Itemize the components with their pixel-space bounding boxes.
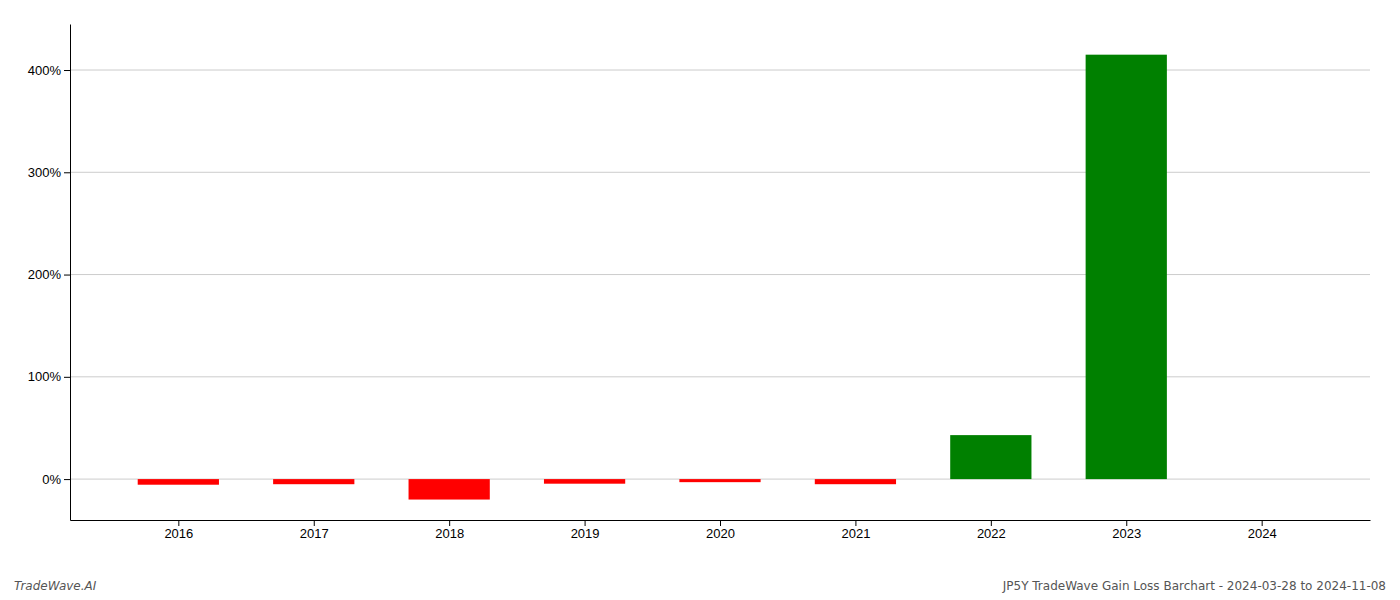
bar (950, 435, 1031, 479)
x-tick-mark (314, 520, 315, 526)
bar (273, 479, 354, 484)
x-tick: 2017 (300, 520, 329, 541)
x-tick-mark (178, 520, 179, 526)
y-tick-label: 400% (28, 63, 62, 78)
y-axis: 0% 100% 200% 300% 400% (28, 25, 71, 521)
y-tick: 100% (28, 369, 70, 384)
bar (409, 479, 490, 499)
grid-line (70, 172, 1370, 173)
x-tick-label: 2024 (1248, 526, 1277, 541)
y-tick-mark (64, 377, 70, 378)
y-tick-label: 300% (28, 165, 62, 180)
x-tick-label: 2021 (841, 526, 870, 541)
x-tick-mark (855, 520, 856, 526)
y-tick-label: 200% (28, 267, 62, 282)
x-tick: 2016 (164, 520, 193, 541)
x-tick: 2021 (841, 520, 870, 541)
x-tick: 2020 (706, 520, 735, 541)
bar (138, 479, 219, 485)
y-tick: 200% (28, 267, 70, 282)
x-axis: 2016 2017 2018 2019 2020 2021 2022 2023 2024 (71, 520, 1371, 541)
x-tick-label: 2019 (571, 526, 600, 541)
x-tick: 2019 (571, 520, 600, 541)
x-tick-label: 2016 (164, 526, 193, 541)
x-tick-mark (585, 520, 586, 526)
x-tick: 2023 (1112, 520, 1141, 541)
y-tick-mark (64, 172, 70, 173)
x-tick-label: 2017 (300, 526, 329, 541)
chart-svg: 2016 2017 2018 2019 2020 2021 2022 2023 2024 0% 10… (0, 0, 1400, 600)
x-tick-mark (1262, 520, 1263, 526)
footer-right: JP5Y TradeWave Gain Loss Barchart - 2024… (1002, 579, 1386, 593)
bar (544, 479, 625, 484)
bars (138, 55, 1167, 500)
grid-line (70, 274, 1370, 275)
x-tick: 2018 (435, 520, 464, 541)
bar (679, 479, 760, 482)
x-tick-label: 2018 (435, 526, 464, 541)
y-tick-mark (64, 70, 70, 71)
x-tick: 2022 (977, 520, 1006, 541)
bar (815, 479, 896, 484)
x-tick-label: 2022 (977, 526, 1006, 541)
y-tick: 300% (28, 165, 70, 180)
bar (1221, 479, 1302, 480)
y-tick-mark (64, 479, 70, 480)
grid-line (70, 70, 1370, 71)
x-tick: 2024 (1248, 520, 1277, 541)
y-axis-line (70, 25, 71, 521)
bar (1086, 55, 1167, 479)
footer-left: TradeWave.AI (14, 579, 97, 593)
y-tick: 0% (42, 472, 70, 487)
y-tick: 400% (28, 63, 70, 78)
grid-line (70, 376, 1370, 377)
x-tick-mark (991, 520, 992, 526)
x-tick-label: 2023 (1112, 526, 1141, 541)
x-tick-mark (1126, 520, 1127, 526)
y-tick-label: 100% (28, 369, 62, 384)
y-tick-label: 0% (42, 472, 61, 487)
x-tick-mark (449, 520, 450, 526)
x-tick-label: 2020 (706, 526, 735, 541)
grid (70, 70, 1370, 479)
x-tick-mark (720, 520, 721, 526)
y-tick-mark (64, 275, 70, 276)
chart-container: 2016 2017 2018 2019 2020 2021 2022 2023 2024 0% 10… (0, 0, 1400, 600)
annotations: TradeWave.AI JP5Y TradeWave Gain Loss Bar… (14, 579, 1386, 593)
